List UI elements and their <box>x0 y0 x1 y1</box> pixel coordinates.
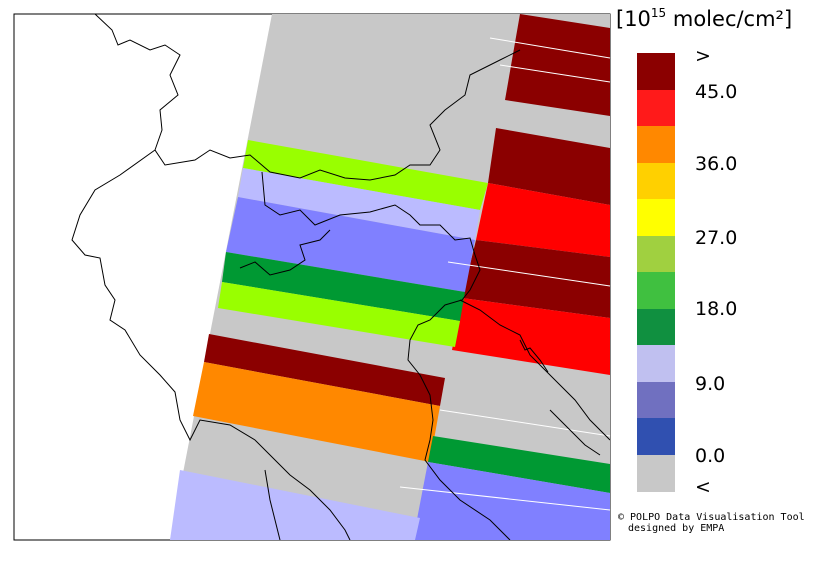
legend-label-45: 45.0 <box>695 81 738 103</box>
legend-swatch <box>637 272 675 309</box>
legend-swatch <box>637 454 675 492</box>
legend-label-18: 18.0 <box>695 298 738 320</box>
pixel-band <box>170 470 420 540</box>
legend-swatch <box>637 345 675 382</box>
legend-swatch <box>637 235 675 273</box>
map-borders <box>71 13 611 541</box>
pixel-band <box>204 334 445 406</box>
legend-label-27: 27.0 <box>695 227 738 249</box>
legend-swatch <box>637 162 675 200</box>
pixel-band <box>488 128 610 205</box>
pixel-band <box>413 462 610 540</box>
pixel-band <box>462 240 610 318</box>
credit-line-1: © POLPO Data Visualisation Tool <box>618 512 805 523</box>
pixel-band <box>452 298 610 375</box>
pixel-band <box>218 282 460 347</box>
pixel-band <box>193 362 440 462</box>
pixel-band <box>243 140 488 210</box>
legend-swatch <box>637 89 675 127</box>
legend-swatch <box>637 381 675 419</box>
scanlines <box>399 37 611 511</box>
legend-swatch <box>637 308 675 346</box>
legend-label-9: 9.0 <box>695 373 726 395</box>
pixel-band <box>476 183 610 257</box>
legend-label-lt: < <box>695 476 711 498</box>
unit-exponent: 15 <box>650 6 667 20</box>
legend-swatch <box>637 126 675 163</box>
legend-unit-title: [1015 molec/cm²] <box>616 6 792 31</box>
pixel-band <box>428 436 610 493</box>
pixel-band <box>238 168 480 240</box>
legend-label-36: 36.0 <box>695 153 738 175</box>
credit-line-2: designed by EMPA <box>628 523 725 534</box>
legend-label-0: 0.0 <box>695 445 726 467</box>
pixel-band <box>505 14 610 116</box>
unit-prefix: [10 <box>616 7 651 31</box>
unit-suffix: molec/cm²] <box>666 7 793 31</box>
pixel-bands <box>170 14 610 540</box>
pixel-band <box>226 197 475 292</box>
legend-label-gt: > <box>695 45 711 67</box>
legend-swatch <box>637 418 675 455</box>
legend-swatch <box>637 53 675 90</box>
pixel-band <box>222 252 465 321</box>
legend-swatch <box>637 199 675 236</box>
